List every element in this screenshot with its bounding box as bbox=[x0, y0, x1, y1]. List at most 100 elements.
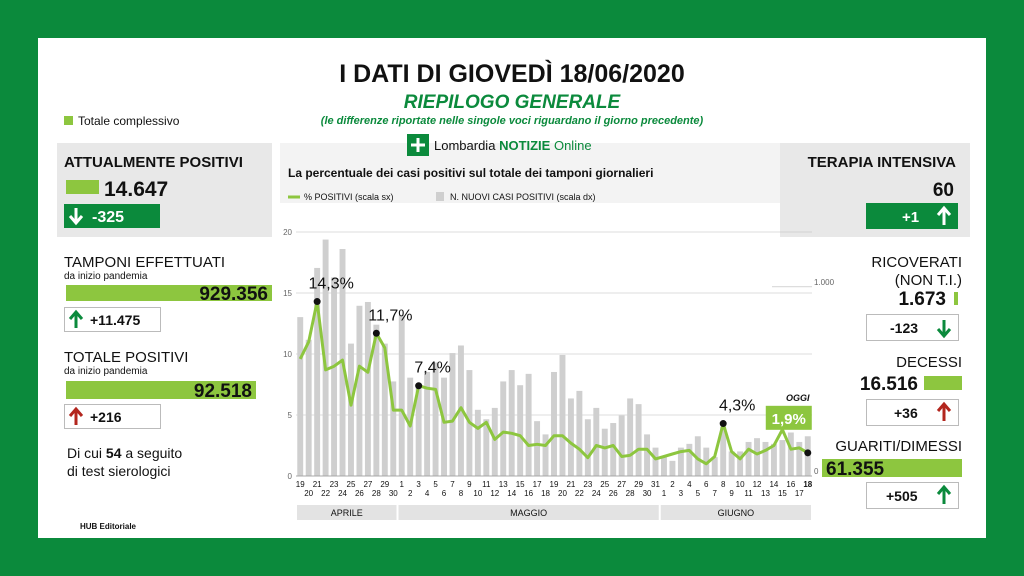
x-tick-label: 31 bbox=[651, 480, 660, 489]
x-tick-label: 8 bbox=[459, 489, 464, 498]
delta-value: +11.475 bbox=[90, 312, 140, 328]
x-tick-label: 26 bbox=[355, 489, 364, 498]
value-label: 4,3% bbox=[719, 398, 755, 415]
bar bbox=[534, 421, 541, 476]
stat-label: TOTALE POSITIVI bbox=[64, 349, 188, 366]
y2-tick-label: 0 bbox=[814, 467, 819, 476]
y-tick-label: 10 bbox=[283, 350, 292, 359]
bar bbox=[593, 407, 600, 476]
bar bbox=[542, 434, 549, 476]
bar bbox=[644, 434, 651, 476]
stat-value: 61.355 bbox=[826, 459, 885, 480]
x-tick-label: 18 bbox=[541, 489, 550, 498]
bar bbox=[601, 428, 608, 476]
bar bbox=[762, 441, 769, 476]
arrow-up bbox=[68, 309, 84, 328]
value-label: 7,4% bbox=[414, 360, 450, 377]
x-tick-label: 7 bbox=[450, 480, 455, 489]
x-tick-label: 11 bbox=[482, 480, 491, 489]
point bbox=[372, 329, 380, 337]
x-tick-label: 28 bbox=[372, 489, 381, 498]
value-label: 14,3% bbox=[308, 276, 353, 293]
point bbox=[804, 449, 812, 457]
bar bbox=[779, 440, 786, 476]
stat-label: RICOVERATI bbox=[871, 254, 962, 271]
x-tick-label: 15 bbox=[516, 480, 525, 489]
month-label: MAGGIO bbox=[510, 508, 547, 518]
x-tick-label: 8 bbox=[721, 480, 726, 489]
bar bbox=[356, 305, 363, 476]
x-tick-label: 6 bbox=[442, 489, 447, 498]
month-band bbox=[398, 505, 659, 520]
x-tick-label: 26 bbox=[609, 489, 618, 498]
stat-value: 14.647 bbox=[104, 178, 168, 201]
x-tick-label: 21 bbox=[566, 480, 575, 489]
x-tick-label: 29 bbox=[634, 480, 643, 489]
x-tick-label: 16 bbox=[524, 489, 533, 498]
bar bbox=[576, 390, 583, 476]
note-part: Di cui bbox=[67, 445, 102, 461]
footer: HUB Editoriale bbox=[80, 522, 137, 531]
month-band bbox=[660, 505, 811, 520]
y2-tick-label: 1.000 bbox=[814, 278, 835, 287]
x-tick-label: 20 bbox=[558, 489, 567, 498]
delta-value: +216 bbox=[90, 409, 122, 425]
x-tick-label: 1 bbox=[400, 480, 405, 489]
bar bbox=[567, 398, 574, 476]
x-tick-label: 13 bbox=[499, 480, 508, 489]
point bbox=[313, 298, 321, 306]
stat-bar bbox=[924, 376, 962, 390]
chart: % POSITIVI (scala sx) N. NUOVI CASI POSIT… bbox=[283, 192, 835, 520]
bar bbox=[745, 441, 752, 476]
bar bbox=[720, 426, 727, 476]
x-tick-label: 14 bbox=[769, 480, 778, 489]
delta-value: +505 bbox=[886, 488, 918, 504]
x-tick-label: 23 bbox=[330, 480, 339, 489]
bar bbox=[618, 415, 625, 476]
bar bbox=[754, 438, 760, 476]
bar bbox=[390, 381, 397, 476]
x-tick-label: 24 bbox=[592, 489, 601, 498]
bar bbox=[474, 409, 481, 476]
x-tick-label: 3 bbox=[416, 480, 421, 489]
x-tick-label: 27 bbox=[617, 480, 626, 489]
bar bbox=[559, 354, 566, 476]
x-tick-label: 25 bbox=[600, 480, 609, 489]
stat-label: TERAPIA INTENSIVA bbox=[808, 154, 957, 171]
x-tick-label: 15 bbox=[778, 489, 787, 498]
delta-box bbox=[64, 204, 160, 228]
brand-1: Lombardia bbox=[434, 138, 496, 153]
bar bbox=[661, 457, 667, 476]
bar bbox=[373, 324, 380, 476]
note-number: 54 bbox=[106, 445, 122, 461]
arrow-up bbox=[936, 205, 952, 225]
x-tick-label: 4 bbox=[687, 480, 692, 489]
arrow-up bbox=[936, 401, 952, 421]
x-tick-label: 19 bbox=[296, 480, 305, 489]
bar bbox=[508, 370, 515, 476]
x-tick-label: 2 bbox=[408, 489, 413, 498]
bar bbox=[441, 377, 447, 476]
delta-value: -123 bbox=[890, 320, 918, 336]
bar bbox=[457, 345, 464, 476]
subtitle: RIEPILOGO GENERALE bbox=[404, 92, 622, 113]
bar bbox=[415, 385, 422, 476]
bar bbox=[525, 373, 532, 476]
bar bbox=[711, 457, 718, 476]
bar bbox=[770, 443, 777, 476]
x-tick-label: 17 bbox=[533, 480, 542, 489]
logo-mark bbox=[411, 138, 425, 152]
x-tick-label: 12 bbox=[753, 480, 762, 489]
bar bbox=[491, 407, 498, 476]
stat-label: ATTUALMENTE POSITIVI bbox=[64, 154, 243, 171]
bar bbox=[381, 343, 388, 476]
y-tick-label: 5 bbox=[288, 411, 293, 420]
arrow-up bbox=[936, 484, 952, 504]
bar bbox=[584, 419, 591, 476]
point bbox=[719, 420, 727, 428]
stat-label: GUARITI/DIMESSI bbox=[835, 438, 962, 455]
stat-bar bbox=[822, 459, 962, 477]
bar bbox=[686, 443, 693, 476]
x-tick-label: 29 bbox=[380, 480, 389, 489]
